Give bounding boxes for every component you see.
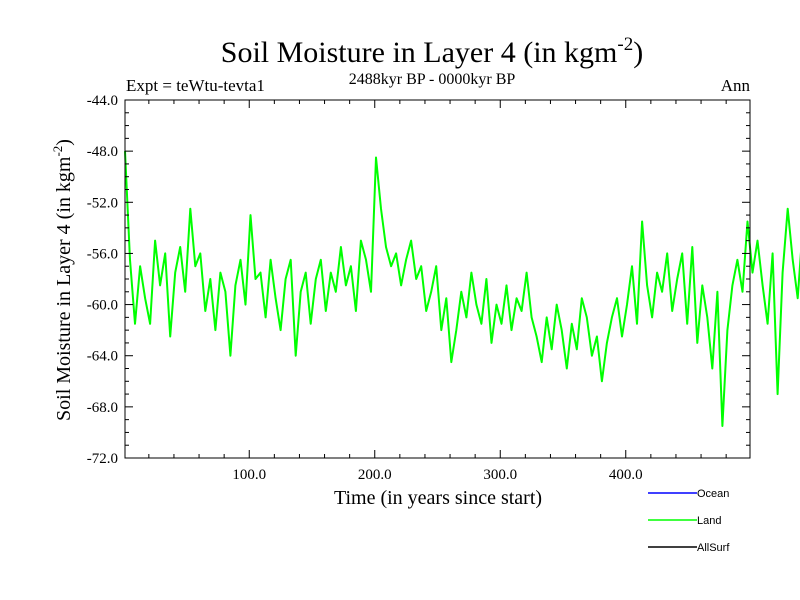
y-tick-label: -48.0 [87, 144, 118, 160]
legend-label-land: Land [697, 515, 721, 527]
y-tick-label: -64.0 [87, 349, 118, 365]
chart-subtitle: 2488kyr BP - 0000kyr BP [349, 71, 516, 88]
y-tick-label: -72.0 [87, 451, 118, 467]
y-tick-label: -60.0 [87, 298, 118, 314]
x-tick-label: 300.0 [483, 467, 517, 483]
legend-label-ocean: Ocean [697, 488, 729, 500]
chart-title: Soil Moisture in Layer 4 (in kgm-2) [221, 34, 643, 69]
x-axis-label: Time (in years since start) [334, 487, 542, 509]
x-tick-label: 100.0 [232, 467, 266, 483]
x-tick-label: 200.0 [358, 467, 392, 483]
series-line-land [124, 151, 800, 427]
y-tick-label: -56.0 [87, 246, 118, 262]
y-tick-label: -52.0 [87, 195, 118, 211]
y-tick-label: -44.0 [87, 93, 118, 109]
y-axis-label: Soil Moisture in Layer 4 (in kgm-2) [50, 139, 75, 421]
experiment-label: Expt = teWtu-tevta1 [126, 76, 265, 95]
x-tick-label: 400.0 [609, 467, 643, 483]
legend-label-allsurf: AllSurf [697, 542, 730, 554]
season-label: Ann [721, 76, 751, 95]
y-tick-label: -68.0 [87, 400, 118, 416]
